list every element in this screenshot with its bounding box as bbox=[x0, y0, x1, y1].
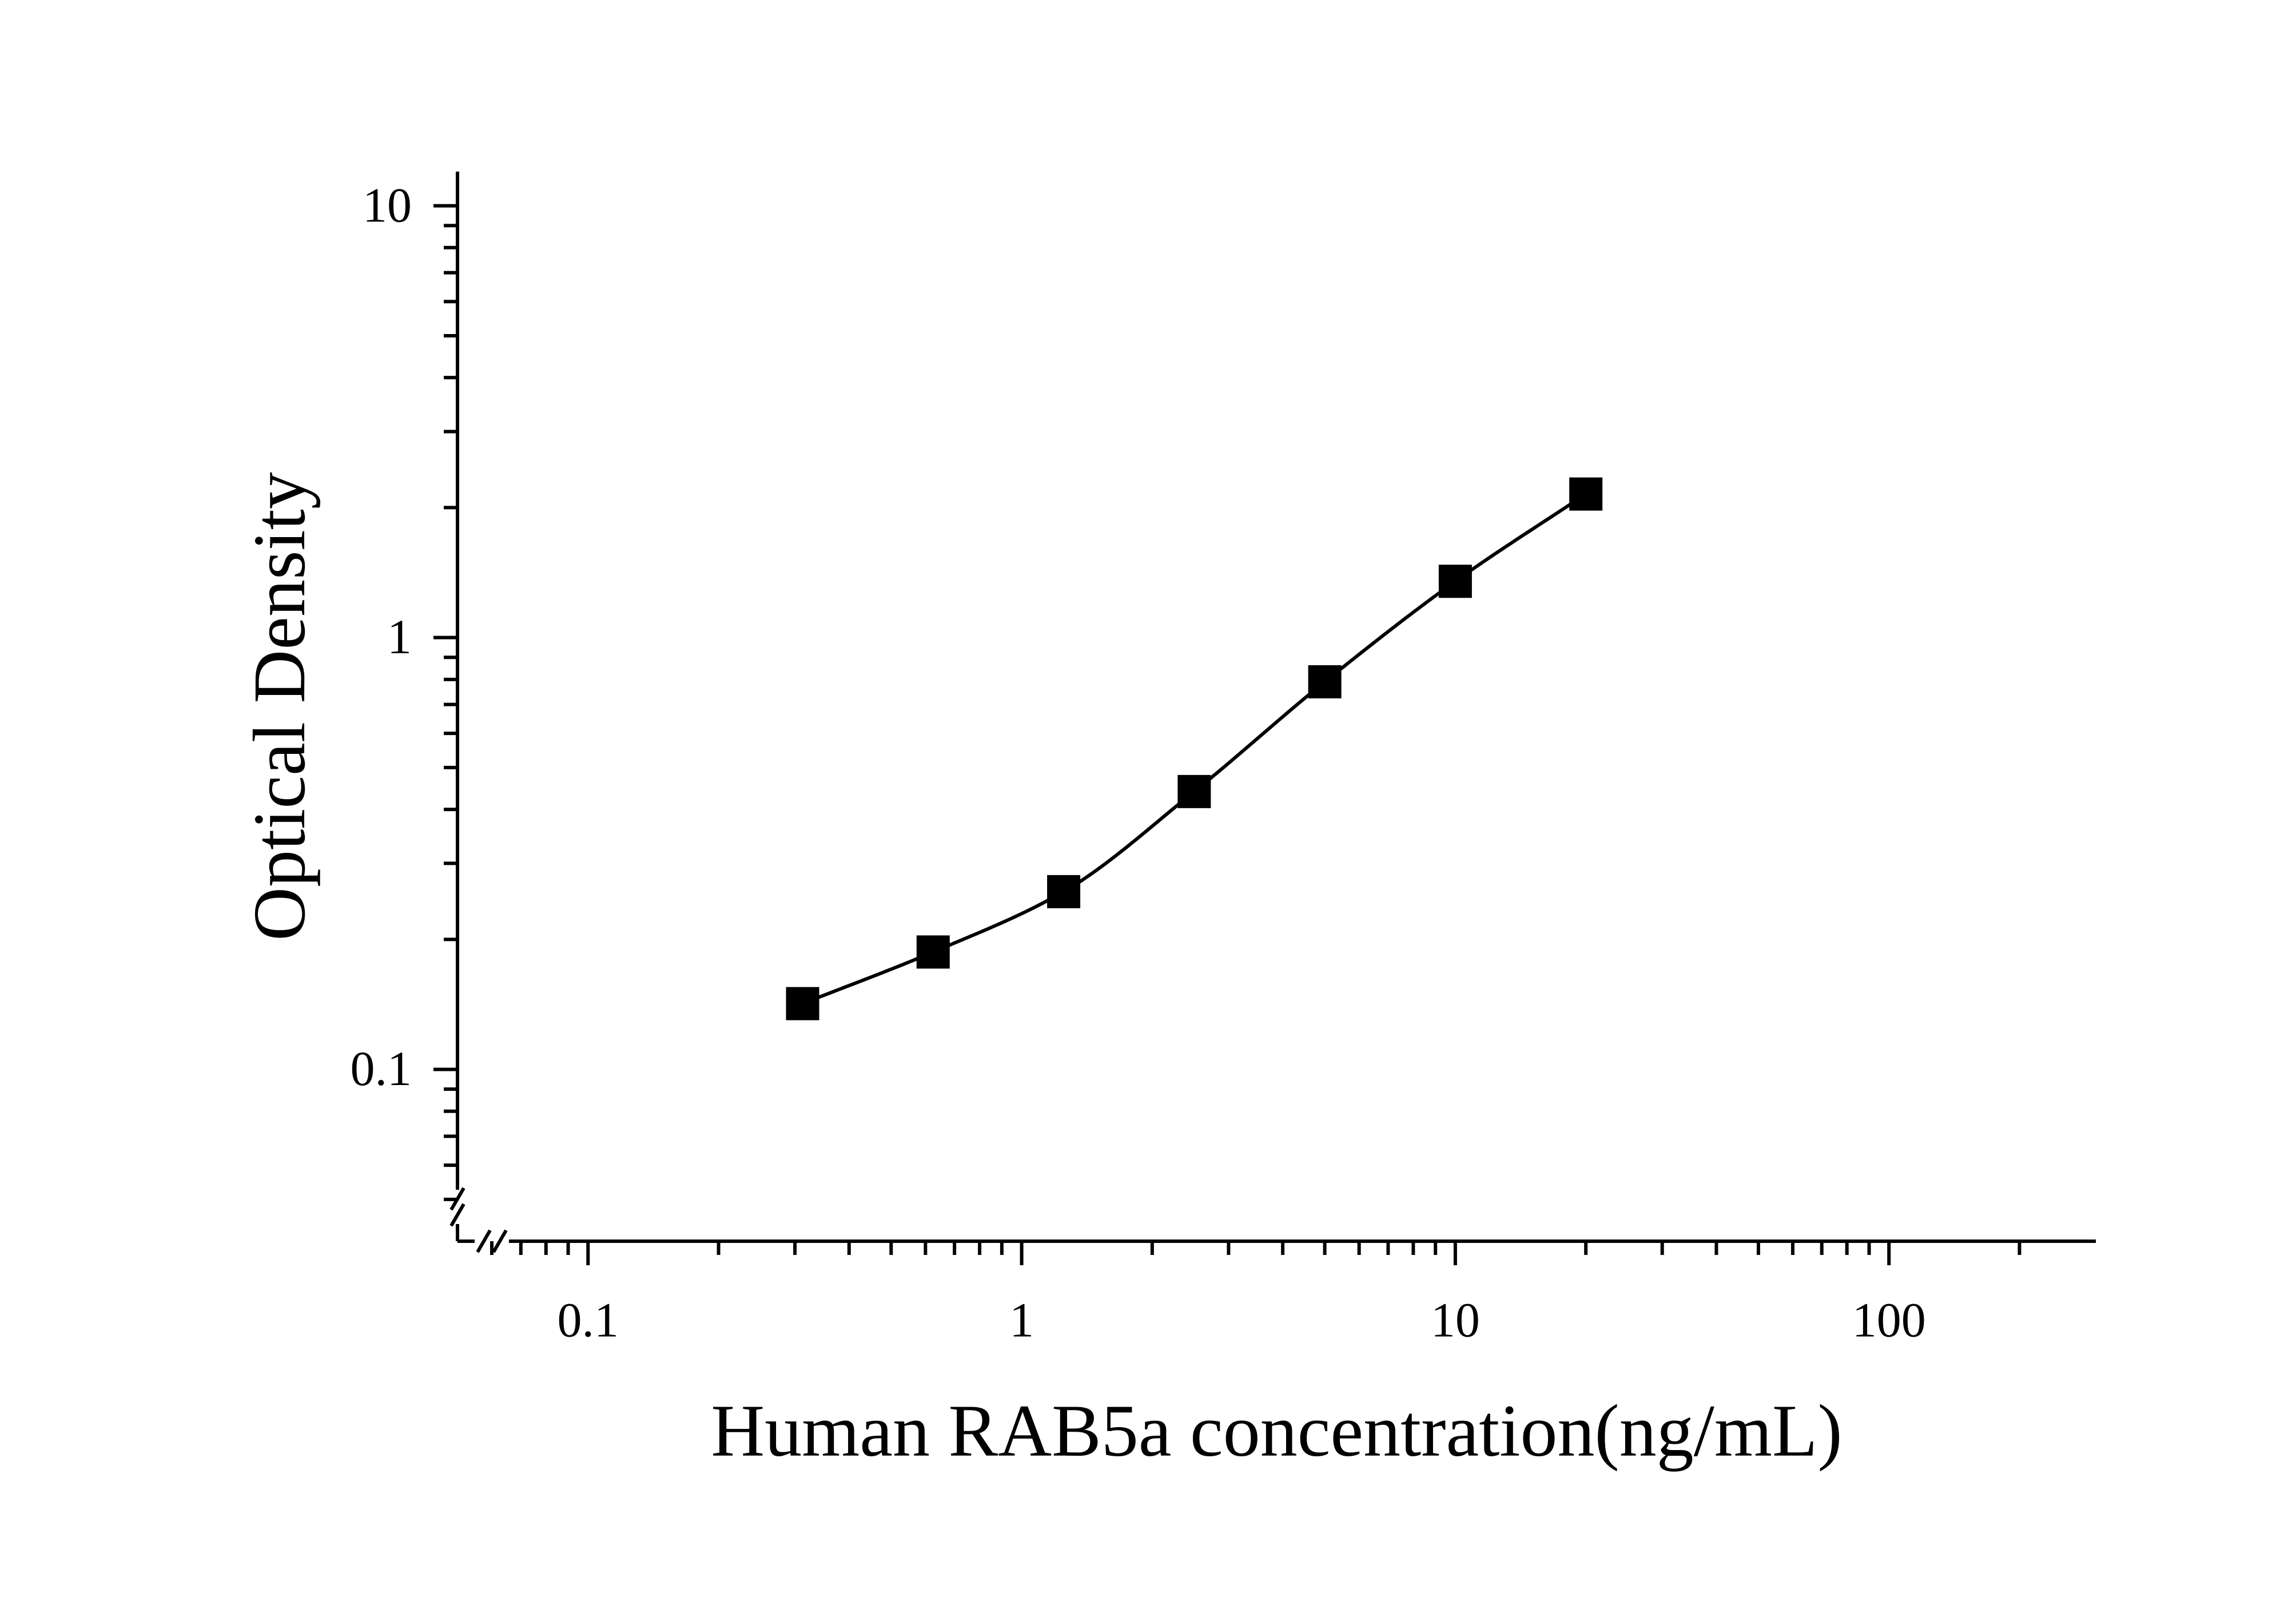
data-marker bbox=[1178, 776, 1210, 808]
chart-background bbox=[0, 0, 2296, 1605]
x-tick-label: 0.1 bbox=[558, 1293, 619, 1348]
data-marker bbox=[787, 988, 819, 1020]
x-axis-title: Human RAB5a concentration(ng/mL) bbox=[711, 1390, 1842, 1472]
data-marker bbox=[917, 936, 949, 968]
y-tick-label: 0.1 bbox=[351, 1041, 412, 1096]
data-marker bbox=[1048, 876, 1080, 908]
x-tick-label: 1 bbox=[1009, 1293, 1034, 1348]
data-marker bbox=[1570, 478, 1602, 510]
x-tick-label: 100 bbox=[1852, 1293, 1926, 1348]
chart-container: 0.1 1 10 100Human RAB5a concentration(ng/mL… bbox=[0, 0, 2296, 1605]
data-marker bbox=[1309, 666, 1341, 698]
data-marker bbox=[1439, 565, 1471, 597]
y-tick-label: 1 bbox=[387, 609, 412, 664]
x-tick-label: 10 bbox=[1431, 1293, 1480, 1348]
loglog-chart: 0.1 1 10 100Human RAB5a concentration(ng/mL… bbox=[0, 0, 2296, 1605]
y-tick-label: 10 bbox=[363, 177, 412, 232]
y-axis-title: Optical Density bbox=[238, 472, 321, 941]
